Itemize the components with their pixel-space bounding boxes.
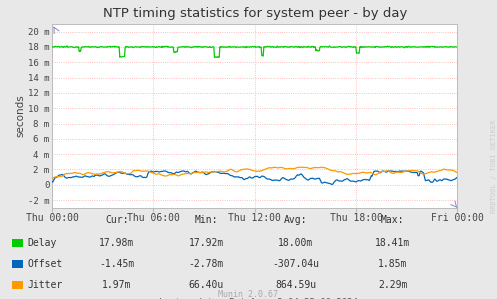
Text: 1.97m: 1.97m bbox=[102, 280, 132, 290]
Text: 17.92m: 17.92m bbox=[189, 238, 224, 248]
Title: NTP timing statistics for system peer - by day: NTP timing statistics for system peer - … bbox=[102, 7, 407, 20]
Text: Jitter: Jitter bbox=[27, 280, 63, 290]
Text: 17.98m: 17.98m bbox=[99, 238, 134, 248]
Text: Last update: Fri Aug  2 04:25:00 2024: Last update: Fri Aug 2 04:25:00 2024 bbox=[159, 298, 358, 299]
Text: Offset: Offset bbox=[27, 259, 63, 269]
Text: Delay: Delay bbox=[27, 238, 57, 248]
Text: 864.59u: 864.59u bbox=[275, 280, 316, 290]
Text: 18.00m: 18.00m bbox=[278, 238, 313, 248]
Text: RRDTOOL / TOBI OETIKER: RRDTOOL / TOBI OETIKER bbox=[491, 120, 497, 213]
Text: -1.45m: -1.45m bbox=[99, 259, 134, 269]
Text: 1.85m: 1.85m bbox=[378, 259, 408, 269]
Text: -2.78m: -2.78m bbox=[189, 259, 224, 269]
Y-axis label: seconds: seconds bbox=[15, 94, 25, 137]
Text: Avg:: Avg: bbox=[284, 215, 308, 225]
Text: Cur:: Cur: bbox=[105, 215, 129, 225]
Text: -307.04u: -307.04u bbox=[272, 259, 319, 269]
Text: Munin 2.0.67: Munin 2.0.67 bbox=[219, 290, 278, 299]
Text: 18.41m: 18.41m bbox=[375, 238, 410, 248]
Text: 2.29m: 2.29m bbox=[378, 280, 408, 290]
Text: Max:: Max: bbox=[381, 215, 405, 225]
Text: Min:: Min: bbox=[194, 215, 218, 225]
Text: 66.40u: 66.40u bbox=[189, 280, 224, 290]
